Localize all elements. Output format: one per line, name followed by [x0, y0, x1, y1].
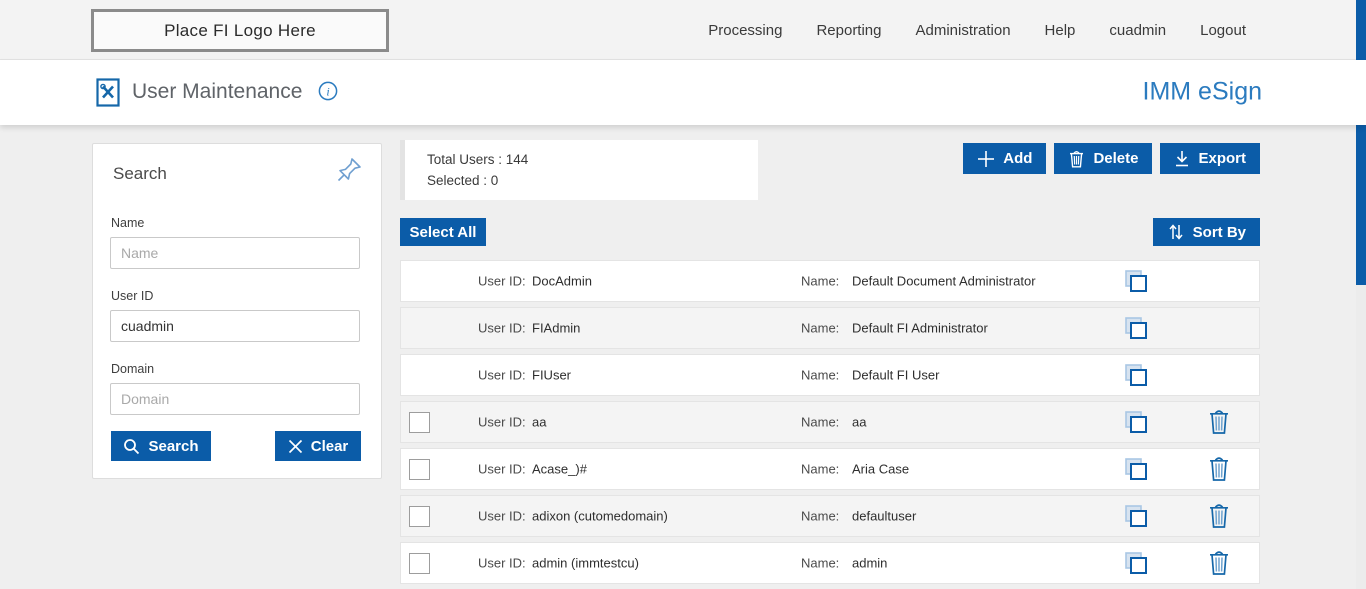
- svg-text:i: i: [326, 85, 329, 99]
- plus-icon: [978, 150, 995, 167]
- fi-logo-text: Place FI Logo Here: [164, 20, 316, 40]
- search-icon: [124, 438, 140, 454]
- user-id-value: FIAdmin: [532, 320, 581, 336]
- name-label: Name:: [801, 367, 840, 383]
- user-id-value: admin (immtestcu): [532, 555, 639, 571]
- search-panel-title: Search: [113, 164, 167, 183]
- page-title: User Maintenance: [132, 80, 303, 103]
- user-id-label: User ID:: [478, 414, 526, 430]
- list-actions: Add Delete Export: [963, 143, 1260, 174]
- name-label: Name:: [801, 320, 840, 336]
- delete-row-icon[interactable]: [1207, 550, 1233, 576]
- table-row: User ID: DocAdmin Name: Default Document…: [400, 260, 1260, 302]
- copy-icon[interactable]: [1123, 362, 1149, 388]
- download-icon: [1176, 151, 1189, 167]
- user-id-label: User ID:: [478, 555, 526, 571]
- select-all-button[interactable]: Select All: [400, 218, 486, 246]
- nav-logout[interactable]: Logout: [1200, 21, 1246, 39]
- nav-reporting[interactable]: Reporting: [816, 21, 882, 39]
- user-id-label: User ID:: [478, 461, 526, 477]
- search-button[interactable]: Search: [111, 431, 211, 461]
- table-row: User ID: FIUser Name: Default FI User: [400, 354, 1260, 396]
- trash-icon: [1070, 150, 1084, 167]
- name-value: aa: [852, 414, 867, 430]
- page-scrollbar: [1356, 0, 1366, 589]
- table-row: User ID: Acase_)# Name: Aria Case: [400, 448, 1260, 490]
- domain-input[interactable]: [110, 383, 360, 415]
- nav-processing[interactable]: Processing: [708, 21, 783, 39]
- nav-help[interactable]: Help: [1044, 21, 1076, 39]
- user-id-field-label: User ID: [111, 289, 154, 303]
- sort-by-button[interactable]: Sort By: [1152, 218, 1260, 246]
- delete-row-icon[interactable]: [1207, 503, 1233, 529]
- title-bar: User Maintenance i IMM eSign: [0, 60, 1366, 125]
- user-id-input[interactable]: [110, 310, 360, 342]
- row-checkbox[interactable]: [409, 459, 430, 480]
- name-field-label: Name: [111, 216, 145, 230]
- summary-box: Total Users : 144 Selected : 0: [400, 140, 758, 200]
- delete-row-icon[interactable]: [1207, 456, 1233, 482]
- row-checkbox[interactable]: [409, 412, 430, 433]
- add-button[interactable]: Add: [963, 143, 1047, 174]
- user-list: User ID: DocAdmin Name: Default Document…: [400, 260, 1260, 589]
- user-id-label: User ID:: [478, 320, 526, 336]
- delete-row-icon[interactable]: [1207, 409, 1233, 435]
- name-label: Name:: [801, 414, 840, 430]
- nav-administration[interactable]: Administration: [915, 21, 1011, 39]
- clear-x-icon: [288, 439, 302, 453]
- copy-icon[interactable]: [1123, 268, 1149, 294]
- name-input[interactable]: [110, 237, 360, 269]
- name-value: Aria Case: [852, 461, 910, 477]
- delete-button[interactable]: Delete: [1054, 143, 1153, 174]
- name-label: Name:: [801, 555, 840, 571]
- scrollbar-thumb[interactable]: [1356, 0, 1366, 285]
- name-value: defaultuser: [852, 508, 917, 524]
- copy-icon[interactable]: [1123, 550, 1149, 576]
- nav-username[interactable]: cuadmin: [1109, 21, 1167, 39]
- clear-button[interactable]: Clear: [275, 431, 361, 461]
- name-label: Name:: [801, 273, 840, 289]
- copy-icon[interactable]: [1123, 503, 1149, 529]
- copy-icon[interactable]: [1123, 315, 1149, 341]
- domain-field-label: Domain: [111, 362, 155, 376]
- pin-icon[interactable]: [335, 156, 363, 184]
- name-label: Name:: [801, 461, 840, 477]
- name-value: Default FI User: [852, 367, 940, 383]
- main-nav: Processing Reporting Administration Help…: [708, 0, 1246, 60]
- brand-logo-text: IMM eSign: [1142, 77, 1262, 106]
- row-checkbox[interactable]: [409, 506, 430, 527]
- export-button[interactable]: Export: [1160, 143, 1260, 174]
- selected-count-text: Selected : 0: [427, 173, 499, 188]
- top-bar: Place FI Logo Here Processing Reporting …: [0, 0, 1366, 60]
- table-row: User ID: admin (immtestcu) Name: admin: [400, 542, 1260, 584]
- user-id-value: aa: [532, 414, 547, 430]
- user-id-label: User ID:: [478, 508, 526, 524]
- name-value: admin: [852, 555, 888, 571]
- user-id-value: adixon (cutomedomain): [532, 508, 668, 524]
- sort-arrows-icon: [1169, 224, 1183, 240]
- table-row: User ID: FIAdmin Name: Default FI Admini…: [400, 307, 1260, 349]
- table-row: User ID: adixon (cutomedomain) Name: def…: [400, 495, 1260, 537]
- name-value: Default Document Administrator: [852, 273, 1036, 289]
- total-users-text: Total Users : 144: [427, 152, 529, 167]
- name-value: Default FI Administrator: [852, 320, 988, 336]
- name-label: Name:: [801, 508, 840, 524]
- user-id-value: Acase_)#: [532, 461, 587, 477]
- table-row: User ID: aa Name: aa: [400, 401, 1260, 443]
- user-id-label: User ID:: [478, 273, 526, 289]
- fi-logo-placeholder: Place FI Logo Here: [91, 9, 389, 52]
- info-icon[interactable]: i: [318, 81, 338, 101]
- user-id-value: FIUser: [532, 367, 571, 383]
- row-checkbox[interactable]: [409, 553, 430, 574]
- user-maintenance-icon: [96, 78, 122, 108]
- copy-icon[interactable]: [1123, 409, 1149, 435]
- search-panel: Search Name User ID Domain Search Cl: [92, 143, 382, 479]
- user-id-label: User ID:: [478, 367, 526, 383]
- copy-icon[interactable]: [1123, 456, 1149, 482]
- user-id-value: DocAdmin: [532, 273, 592, 289]
